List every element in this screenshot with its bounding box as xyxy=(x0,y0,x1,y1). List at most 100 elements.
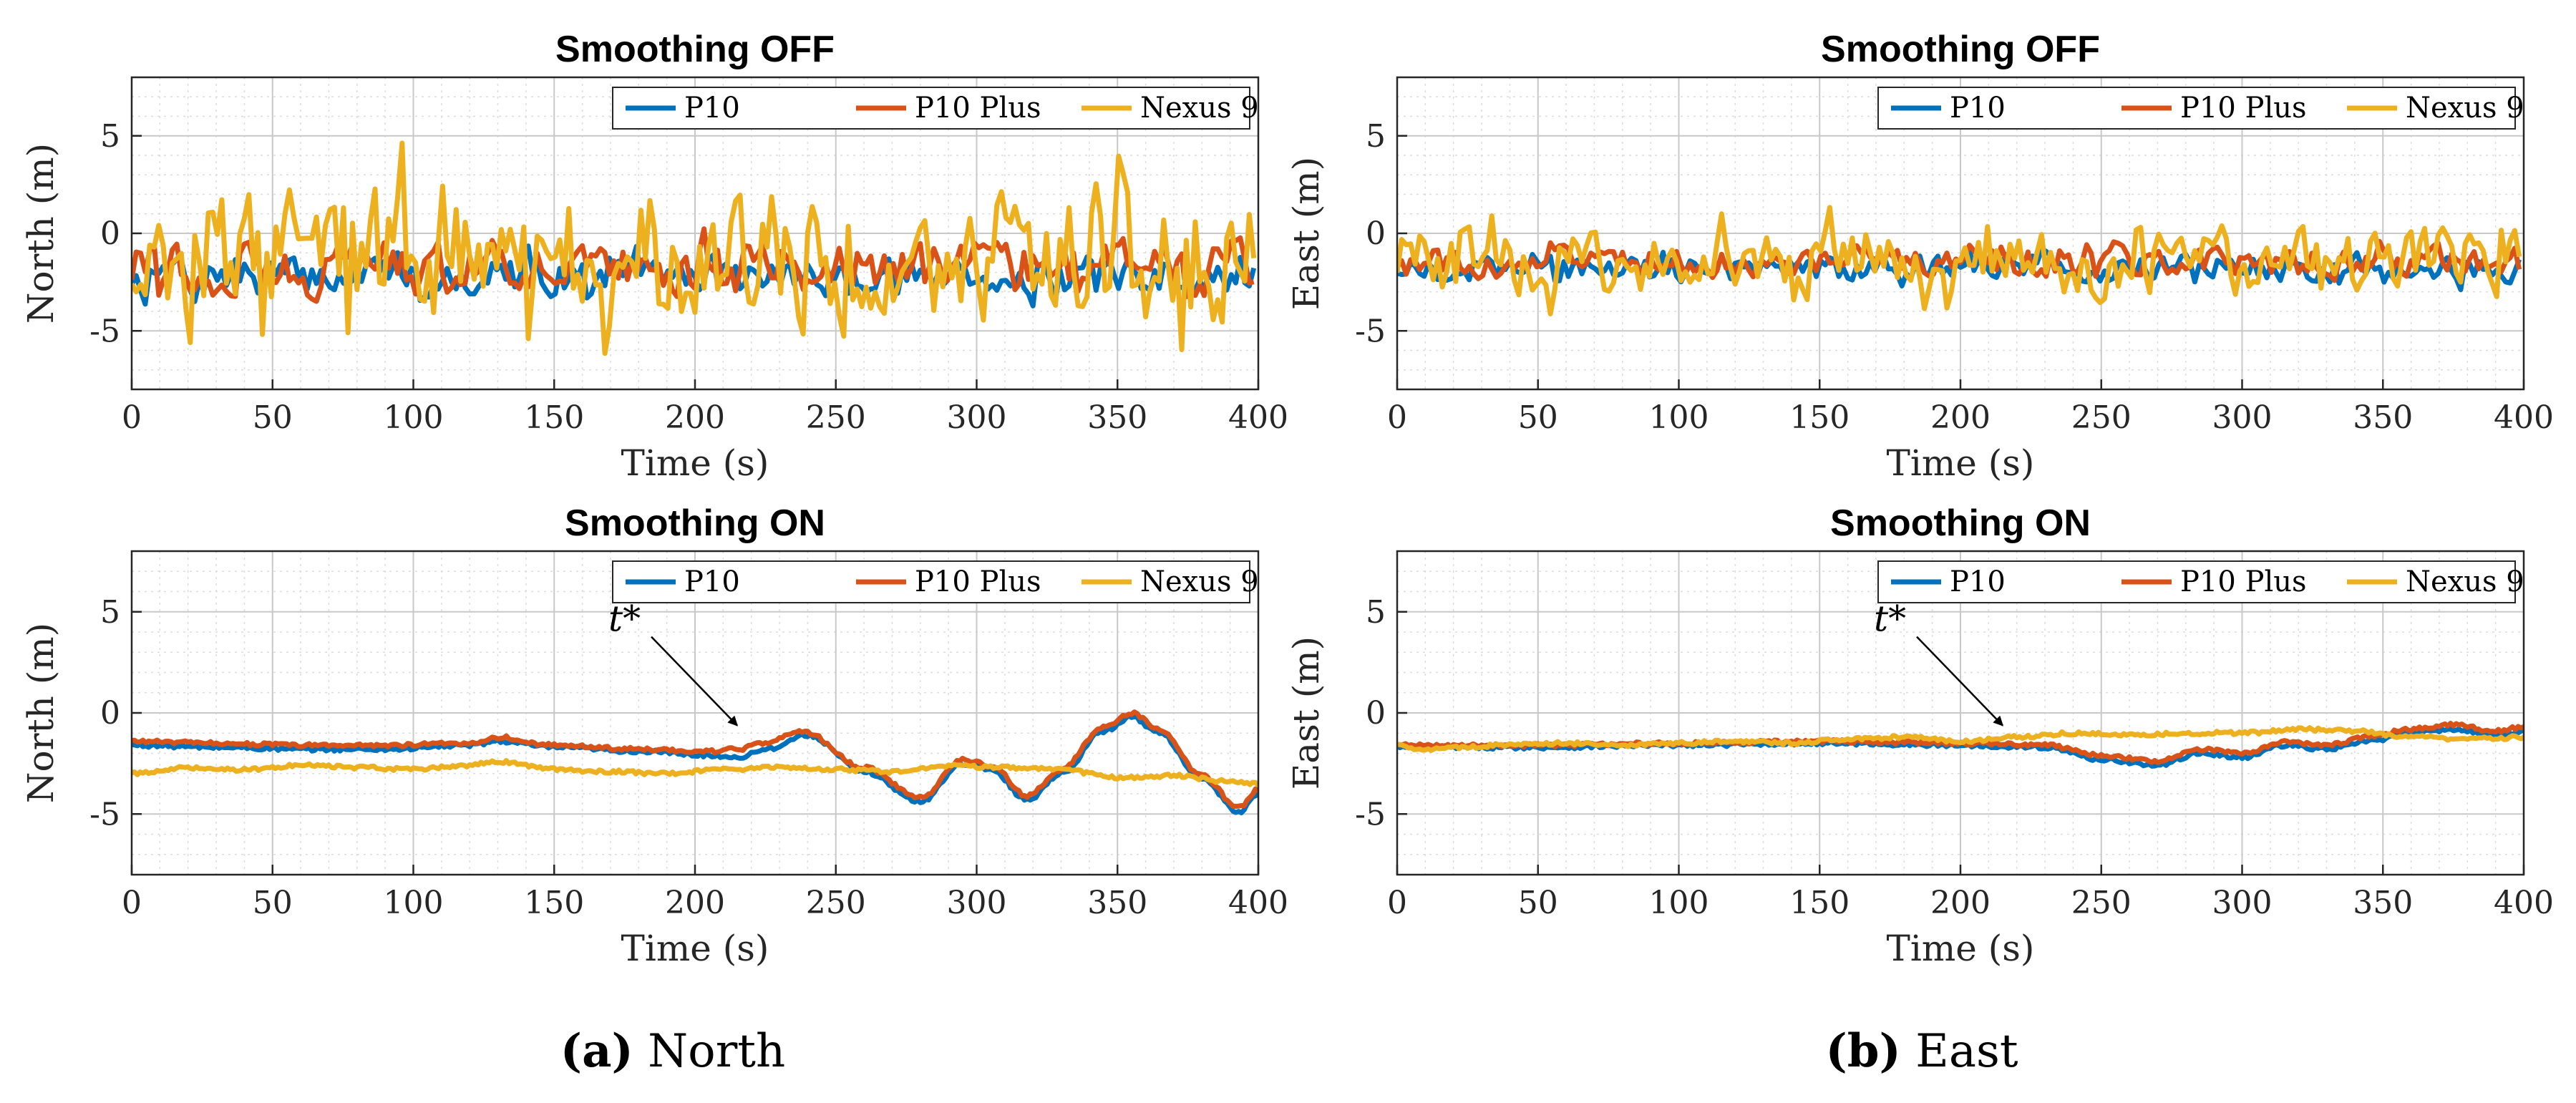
y-tick-label: 0 xyxy=(100,695,120,732)
x-tick-label: 100 xyxy=(384,885,444,921)
x-tick-label: 250 xyxy=(806,885,866,921)
x-tick-label: 150 xyxy=(1789,399,1850,436)
legend-label: P10 xyxy=(1950,565,2006,598)
y-tick-label: -5 xyxy=(1355,796,1386,832)
legend-box xyxy=(1877,87,2516,130)
series-group xyxy=(1397,721,2524,769)
series-group xyxy=(1397,205,2522,316)
y-axis-label: North (m) xyxy=(20,143,62,324)
legend-label: P10 Plus xyxy=(915,92,1041,125)
x-tick-label: 350 xyxy=(1087,399,1147,436)
chart-title: Smoothing ON xyxy=(565,502,825,544)
legend: P10 P10 Plus Nexus 9 xyxy=(1877,87,2524,130)
legend-label: P10 Plus xyxy=(915,565,1041,598)
legend: P10 P10 Plus Nexus 9 xyxy=(612,87,1259,130)
legend-label: Nexus 9 xyxy=(2406,565,2524,598)
series-line-nexus-9 xyxy=(1397,205,2522,316)
chart-title: Smoothing OFF xyxy=(555,29,835,70)
y-tick-label: 0 xyxy=(1366,215,1386,252)
legend-label: P10 Plus xyxy=(2180,92,2307,125)
y-tick-label: -5 xyxy=(89,796,120,832)
x-tick-label: 50 xyxy=(253,885,293,921)
legend-box xyxy=(1877,560,2516,603)
x-tick-label: 50 xyxy=(1518,885,1558,921)
x-tick-label: 200 xyxy=(665,885,725,921)
annotation-arrow xyxy=(651,636,738,727)
series-line-p10 xyxy=(132,243,1257,308)
x-tick-label: 0 xyxy=(1387,885,1407,921)
x-tick-label: 250 xyxy=(806,399,866,436)
x-tick-label: 100 xyxy=(1649,885,1709,921)
x-tick-label: 300 xyxy=(947,885,1007,921)
x-tick-label: 100 xyxy=(1649,399,1709,436)
legend-box xyxy=(612,560,1250,603)
caption-label: (b) xyxy=(1825,1024,1900,1078)
series-line-nexus-9 xyxy=(132,140,1257,356)
x-tick-label: 50 xyxy=(253,399,293,436)
y-axis-label: North (m) xyxy=(20,623,62,803)
x-tick-label: 300 xyxy=(2212,399,2273,436)
legend-label: Nexus 9 xyxy=(1140,92,1259,125)
caption-label: (a) xyxy=(560,1024,633,1078)
chart-title: Smoothing ON xyxy=(1830,502,2091,544)
annotation-label: t* xyxy=(608,598,641,640)
x-axis-label: Time (s) xyxy=(621,442,769,484)
y-tick-label: 5 xyxy=(1366,594,1386,631)
annotation-arrow xyxy=(1916,636,2003,727)
x-tick-label: 350 xyxy=(1087,885,1147,921)
legend-label: P10 xyxy=(684,92,740,125)
x-tick-label: 250 xyxy=(2071,399,2132,436)
series-group xyxy=(132,140,1257,356)
x-tick-label: 0 xyxy=(122,885,142,921)
x-tick-label: 150 xyxy=(524,399,584,436)
y-tick-label: 5 xyxy=(1366,118,1386,155)
chart-title: Smoothing OFF xyxy=(1821,29,2100,70)
series-line-p10-plus xyxy=(132,709,1258,809)
series-line-nexus-9 xyxy=(132,758,1258,787)
legend-label: Nexus 9 xyxy=(2406,92,2524,125)
series-group xyxy=(132,709,1258,815)
y-tick-label: 0 xyxy=(1366,695,1386,732)
x-tick-label: 200 xyxy=(1930,885,1991,921)
x-axis-label: Time (s) xyxy=(1887,442,2035,484)
legend-box xyxy=(612,87,1250,130)
x-tick-label: 0 xyxy=(122,399,142,436)
x-tick-label: 400 xyxy=(2494,399,2554,436)
x-axis-label: Time (s) xyxy=(621,928,769,969)
legend-label: P10 xyxy=(1950,92,2006,125)
y-axis-label: East (m) xyxy=(1285,636,1327,789)
y-tick-label: 5 xyxy=(100,118,120,155)
annotation-label: t* xyxy=(1874,598,1906,640)
x-tick-label: 400 xyxy=(2494,885,2554,921)
x-tick-label: 50 xyxy=(1518,399,1558,436)
legend: P10 P10 Plus Nexus 9 xyxy=(1877,560,2524,603)
y-tick-label: -5 xyxy=(1355,313,1386,349)
x-tick-label: 300 xyxy=(2212,885,2273,921)
subfigure-caption: (b) East xyxy=(1825,1024,2018,1078)
y-tick-label: 0 xyxy=(100,215,120,252)
legend-label: Nexus 9 xyxy=(1140,565,1259,598)
series-line-nexus-9 xyxy=(1397,725,2524,753)
x-tick-label: 0 xyxy=(1387,399,1407,436)
legend-label: P10 xyxy=(684,565,740,598)
subfigure-caption: (a) North xyxy=(560,1024,785,1078)
x-tick-label: 400 xyxy=(1228,399,1288,436)
x-tick-label: 200 xyxy=(1930,399,1991,436)
caption-text: North xyxy=(633,1025,785,1078)
x-tick-label: 150 xyxy=(1789,885,1850,921)
y-tick-label: 5 xyxy=(100,594,120,631)
y-tick-label: -5 xyxy=(89,313,120,349)
legend: P10 P10 Plus Nexus 9 xyxy=(612,560,1259,603)
x-tick-label: 400 xyxy=(1228,885,1288,921)
x-tick-label: 350 xyxy=(2353,399,2413,436)
x-tick-label: 250 xyxy=(2071,885,2132,921)
legend-label: P10 Plus xyxy=(2180,565,2307,598)
x-tick-label: 300 xyxy=(947,399,1007,436)
y-axis-label: East (m) xyxy=(1285,157,1327,310)
x-axis-label: Time (s) xyxy=(1887,928,2035,969)
